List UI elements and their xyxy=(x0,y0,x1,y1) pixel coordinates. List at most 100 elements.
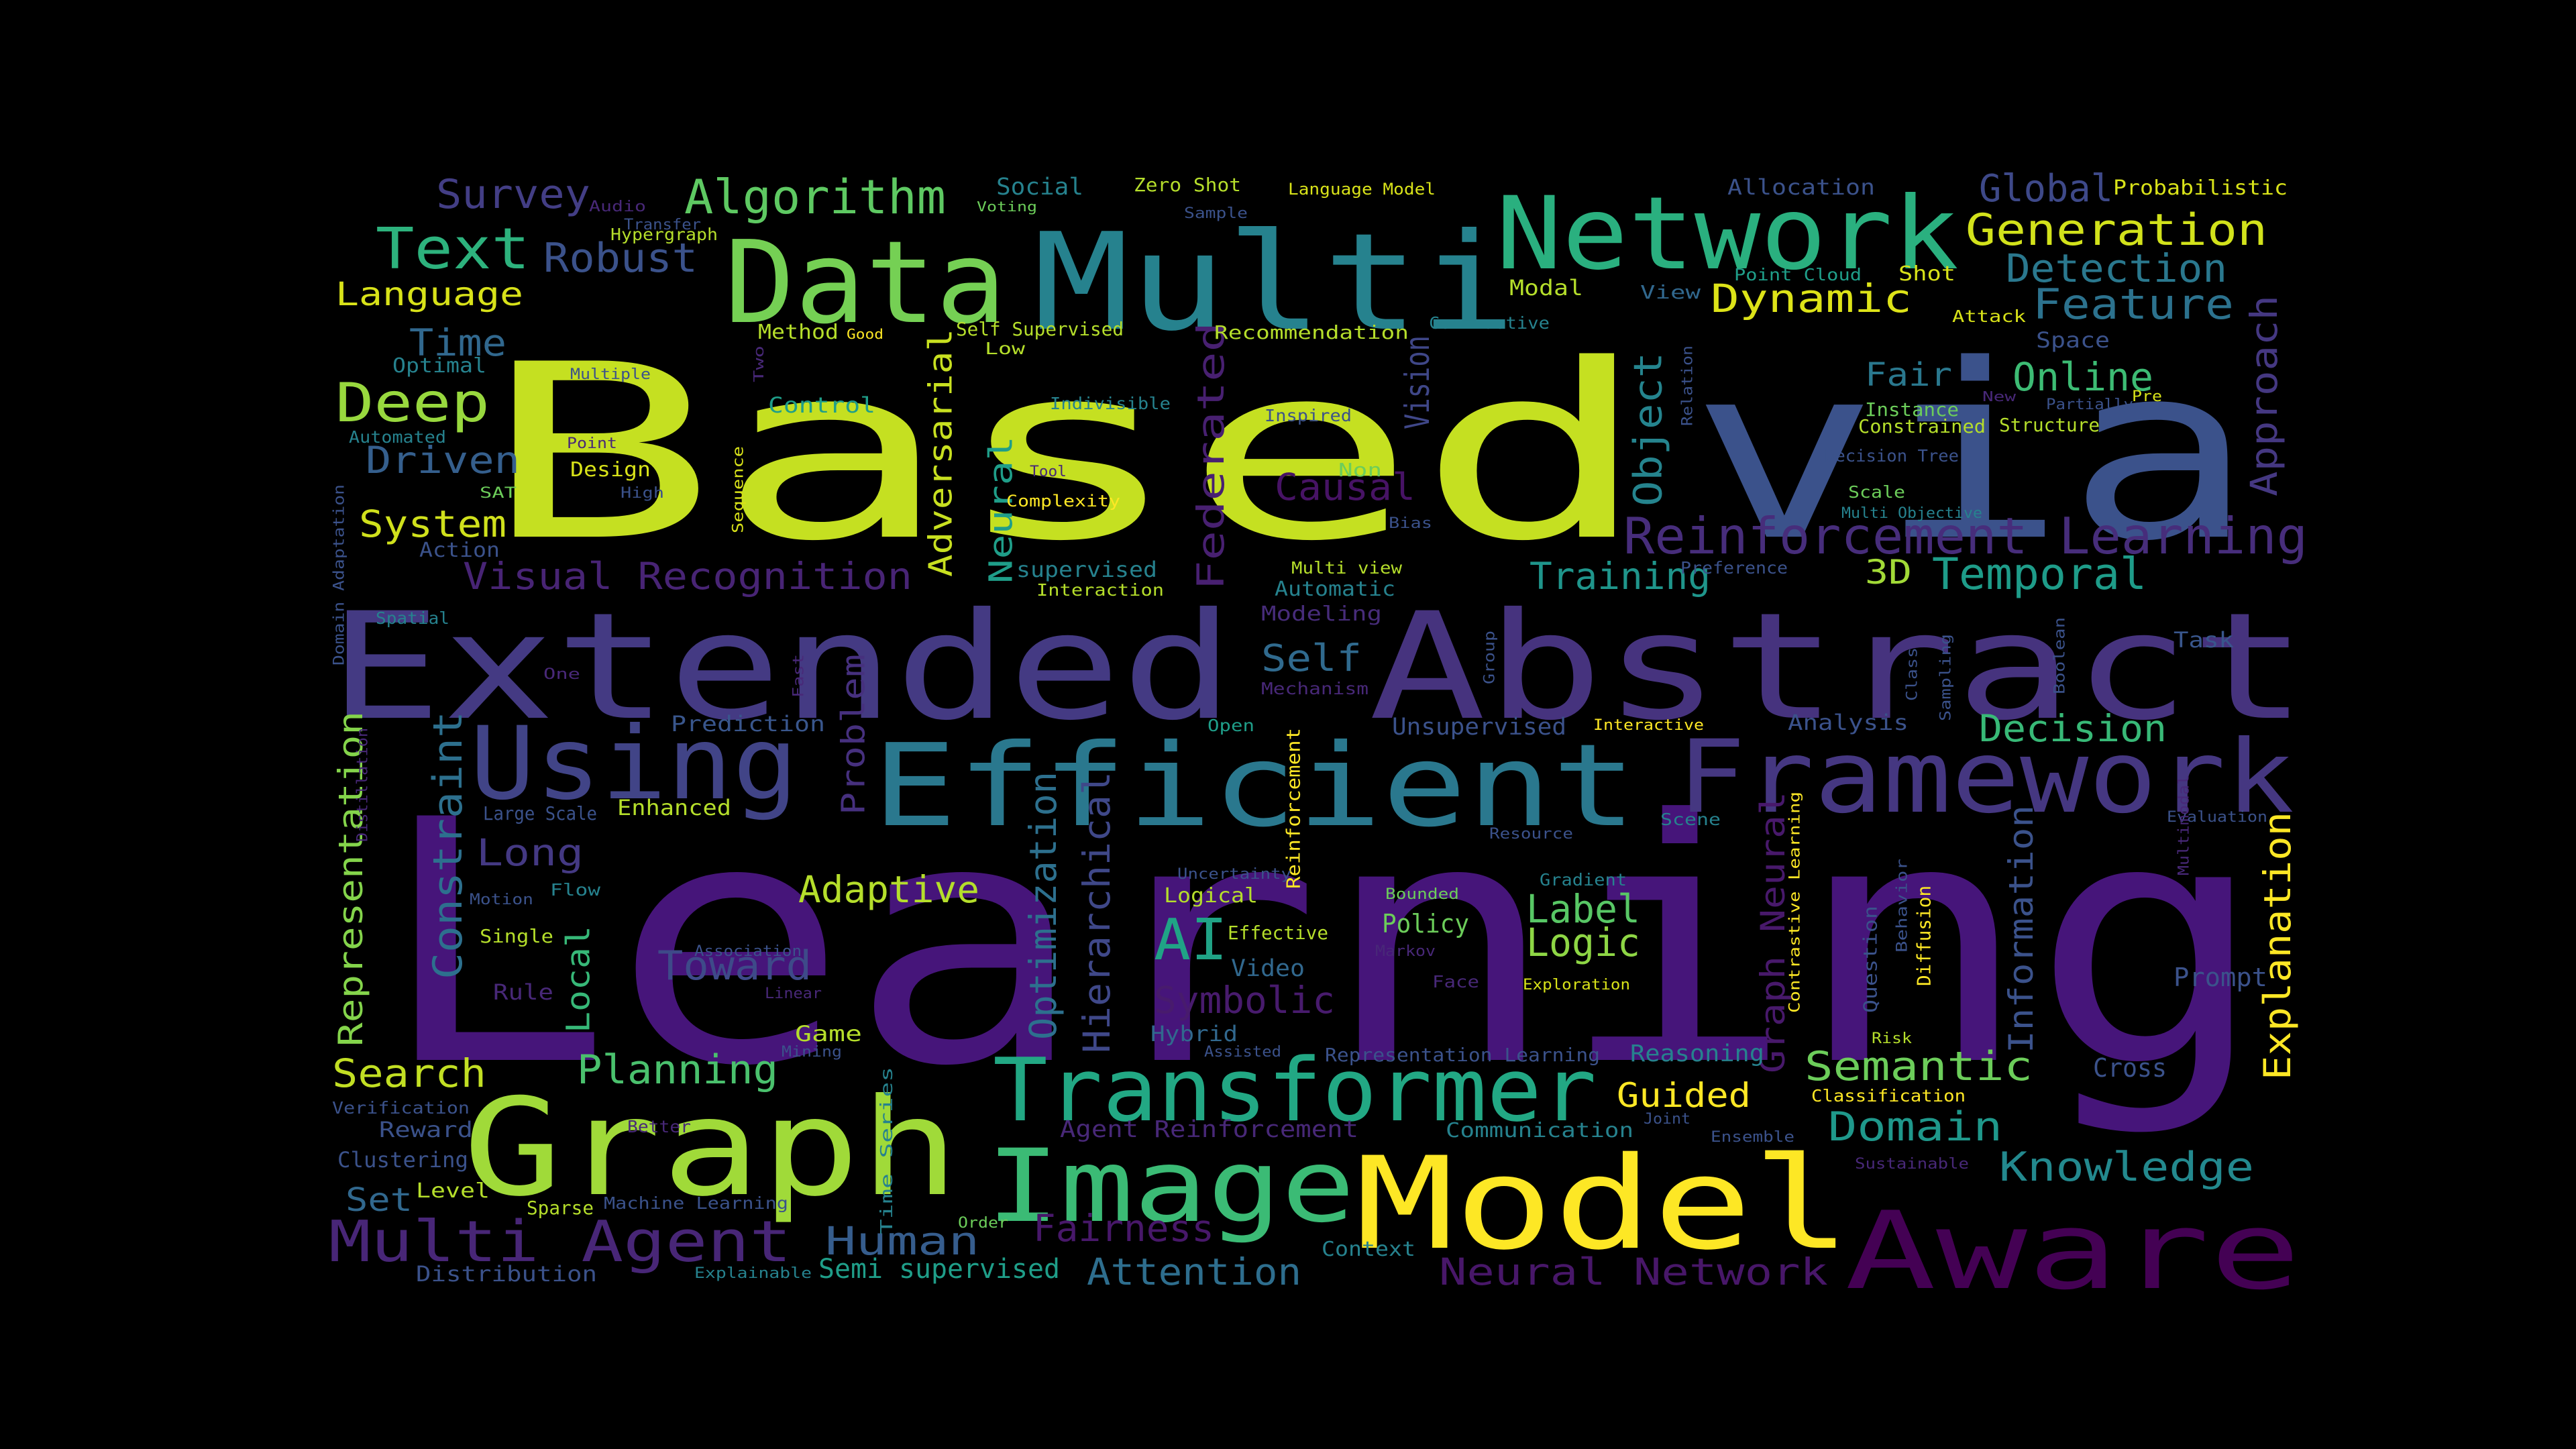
word-bounded: Bounded xyxy=(1385,886,1459,903)
word-explanation: Explanation xyxy=(2256,812,2299,1080)
word-point: Point xyxy=(567,435,617,452)
word-object: Object xyxy=(1625,352,1670,506)
word-control: Control xyxy=(768,392,875,418)
word-temporal: Temporal xyxy=(1932,549,2147,600)
word-motion: Motion xyxy=(470,892,533,908)
word-social: Social xyxy=(996,174,1083,201)
word-language: Language xyxy=(335,276,523,313)
word-level: Level xyxy=(416,1179,490,1203)
word-action: Action xyxy=(419,539,500,562)
word-cross: Cross xyxy=(2093,1053,2167,1083)
word-question: Question xyxy=(1859,906,1881,1013)
word-enhanced: Enhanced xyxy=(617,795,731,820)
word-partially: Partially xyxy=(2046,396,2133,413)
word-logical: Logical xyxy=(1164,884,1258,908)
word-long: Long xyxy=(476,831,584,874)
word-structure: Structure xyxy=(1999,414,2100,436)
word-distillation: Distillation xyxy=(355,728,372,842)
word-supervised: supervised xyxy=(1016,557,1157,582)
word-semantic: Semantic xyxy=(1805,1043,2033,1090)
word-better: Better xyxy=(627,1117,691,1136)
word-mining: Mining xyxy=(782,1044,842,1061)
word-time-series: Time Series xyxy=(877,1067,896,1234)
word-game: Game xyxy=(795,1021,862,1046)
word-visual-recognition: Visual Recognition xyxy=(463,555,912,598)
word-domain: Domain xyxy=(1828,1104,2002,1150)
word-hybrid: Hybrid xyxy=(1150,1021,1238,1046)
word-optimization: Optimization xyxy=(1022,771,1065,1040)
word-constraint: Constraint xyxy=(425,711,472,979)
word-analysis: Analysis xyxy=(1788,710,1909,735)
word-human: Human xyxy=(825,1218,979,1264)
word-hypergraph: Hypergraph xyxy=(610,225,718,244)
word-logic: Logic xyxy=(1526,920,1640,965)
word-aware: Aware xyxy=(1845,1188,2301,1313)
word-explainable: Explainable xyxy=(694,1265,812,1282)
word-causal: Causal xyxy=(1275,466,1415,508)
word-prediction: Prediction xyxy=(671,711,825,737)
word-new: New xyxy=(1982,388,2017,405)
word-multi-agent: Multi Agent xyxy=(329,1209,792,1275)
word-multi-objective: Multi Objective xyxy=(1841,505,1982,522)
word-attention: Attention xyxy=(1087,1250,1301,1293)
word-representation: Representation xyxy=(331,711,370,1046)
word-time: Time xyxy=(409,321,506,364)
word-multimodal: Multimodal xyxy=(2176,775,2193,875)
word-reinforcement-learning: Reinforcement Learning xyxy=(1623,506,2308,566)
word-assisted: Assisted xyxy=(1204,1044,1281,1061)
word-face: Face xyxy=(1432,972,1479,991)
word-voting: Voting xyxy=(977,199,1037,215)
word-video: Video xyxy=(1231,955,1305,982)
word-sampling: Sampling xyxy=(1938,634,1955,721)
word-preference: Preference xyxy=(1680,558,1788,578)
word-based: Based xyxy=(483,313,1650,594)
word-language-model: Language Model xyxy=(1288,180,1436,199)
word-zero-shot: Zero Shot xyxy=(1134,174,1241,196)
word-via: via xyxy=(1690,313,2254,594)
word-data: Data xyxy=(724,217,1006,350)
word-graph-neural: Graph Neural xyxy=(1754,792,1792,1073)
word-automated: Automated xyxy=(349,427,446,447)
word-label: Label xyxy=(1526,886,1640,932)
word-communication: Communication xyxy=(1446,1119,1633,1142)
word-complexity: Complexity xyxy=(1006,492,1120,511)
word-good: Good xyxy=(847,326,883,342)
word-decision-tree: Decision Tree xyxy=(1825,446,1959,466)
word-diffusion: Diffusion xyxy=(1913,885,1935,986)
word-problem: Problem xyxy=(835,654,872,815)
word-inspired: Inspired xyxy=(1265,406,1352,425)
word-constrained: Constrained xyxy=(1858,415,1986,437)
word-adversarial: Adversarial xyxy=(922,329,959,577)
word-dynamic: Dynamic xyxy=(1711,276,1912,321)
word-representation-learning: Representation Learning xyxy=(1325,1044,1600,1066)
word-prompt: Prompt xyxy=(2174,963,2267,992)
word-low: Low xyxy=(985,339,1026,358)
word-gradient: Gradient xyxy=(1540,870,1627,890)
word-single: Single xyxy=(480,925,553,947)
word-deep: Deep xyxy=(335,372,490,434)
word-guided: Guided xyxy=(1617,1076,1751,1115)
word-audio: Audio xyxy=(589,199,646,215)
word-exploration: Exploration xyxy=(1523,977,1630,994)
word-sat: SAT xyxy=(480,485,517,502)
word-sustainable: Sustainable xyxy=(1855,1156,1969,1173)
word-machine-learning: Machine Learning xyxy=(604,1193,788,1213)
word-group: Group xyxy=(1482,631,1499,684)
word-neural: Neural xyxy=(982,436,1020,584)
word-adaptive: Adaptive xyxy=(798,868,979,911)
word-sequence: Sequence xyxy=(731,446,747,533)
word-unsupervised: Unsupervised xyxy=(1392,714,1566,741)
word-context: Context xyxy=(1322,1238,1415,1261)
word-agent-reinforcement: Agent Reinforcement xyxy=(1060,1116,1358,1143)
word-indivisible: Indivisible xyxy=(1050,394,1171,413)
word-association: Association xyxy=(694,943,802,960)
word-transformer: Transformer xyxy=(993,1039,1597,1141)
word-interaction: Interaction xyxy=(1036,580,1164,600)
word-detection: Detection xyxy=(2006,246,2227,291)
word-ai: AI xyxy=(1154,907,1228,973)
word-extended: Extended xyxy=(329,581,1234,753)
word-optimal: Optimal xyxy=(392,354,486,378)
word-reinforcement: Reinforcement xyxy=(1282,728,1304,889)
word-online: Online xyxy=(2012,354,2153,400)
word-behavior: Behavior xyxy=(1894,859,1911,953)
